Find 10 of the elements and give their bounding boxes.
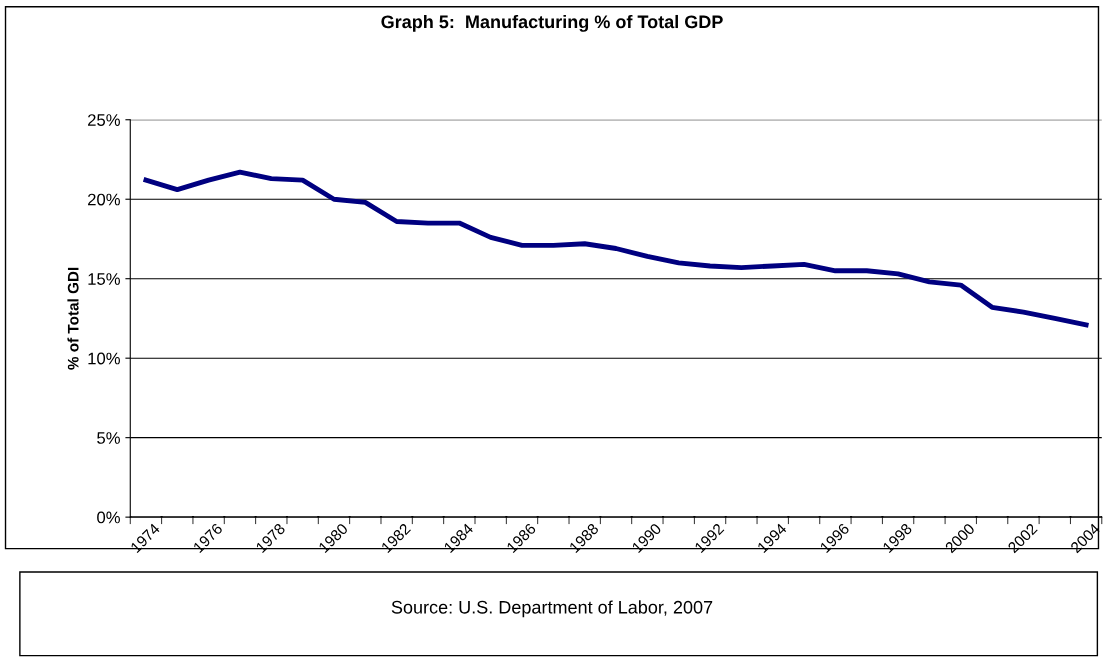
line-series (143, 169, 1089, 328)
y-tick-label: 15% (88, 273, 120, 285)
y-tick-label: 25% (88, 114, 120, 126)
y-tick-label: 10% (88, 352, 120, 365)
source-note: Source: U.S. Department of Labor, 2007 (391, 600, 713, 618)
chart-title: Graph 5: Manufacturing % of Total GDP (381, 14, 723, 32)
y-tick-label: 0% (97, 511, 120, 524)
y-tick-label: 5% (97, 432, 120, 444)
y-tick-label: 20% (88, 193, 120, 206)
y-axis-title: % of Total GDI (67, 267, 79, 370)
